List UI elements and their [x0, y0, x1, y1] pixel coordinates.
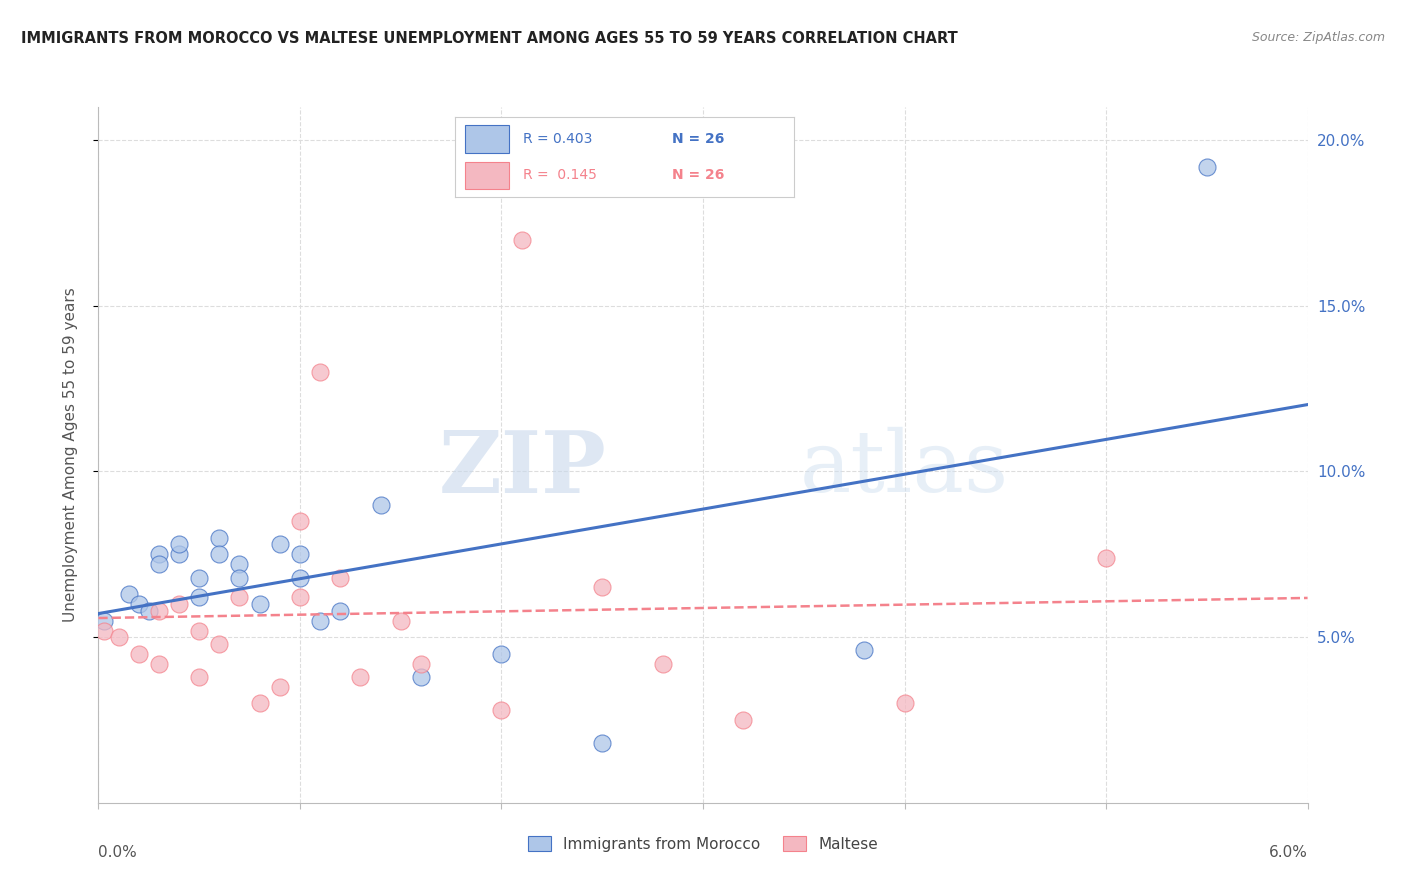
Point: [228, 558, 250, 572]
Point: [591, 736, 613, 750]
Point: [329, 570, 352, 584]
Text: Source: ZipAtlas.com: Source: ZipAtlas.com: [1251, 31, 1385, 45]
Point: [228, 570, 250, 584]
Point: [1195, 160, 1218, 174]
Point: [249, 597, 271, 611]
Point: [309, 365, 332, 379]
Point: [491, 703, 513, 717]
Point: [370, 498, 392, 512]
Point: [389, 614, 412, 628]
Point: [853, 643, 876, 657]
Point: [491, 647, 513, 661]
Point: [269, 680, 291, 694]
Text: IMMIGRANTS FROM MOROCCO VS MALTESE UNEMPLOYMENT AMONG AGES 55 TO 59 YEARS CORREL: IMMIGRANTS FROM MOROCCO VS MALTESE UNEMP…: [21, 31, 957, 46]
Point: [148, 657, 170, 671]
Point: [329, 604, 352, 618]
Point: [148, 604, 170, 618]
Point: [208, 637, 231, 651]
Point: [288, 514, 311, 528]
Point: [208, 531, 231, 545]
Text: 6.0%: 6.0%: [1268, 845, 1308, 860]
Point: [591, 581, 613, 595]
Point: [167, 537, 190, 551]
Point: [93, 624, 115, 638]
Point: [409, 670, 432, 684]
Text: 0.0%: 0.0%: [98, 845, 138, 860]
Point: [148, 547, 170, 561]
Point: [188, 591, 211, 605]
Point: [249, 697, 271, 711]
Point: [349, 670, 371, 684]
Point: [228, 591, 250, 605]
Point: [893, 697, 915, 711]
Point: [288, 570, 311, 584]
Point: [167, 597, 190, 611]
Point: [651, 657, 673, 671]
Point: [118, 587, 141, 601]
Point: [188, 624, 211, 638]
Point: [107, 630, 129, 644]
Point: [510, 233, 533, 247]
Point: [167, 547, 190, 561]
Point: [288, 591, 311, 605]
Y-axis label: Unemployment Among Ages 55 to 59 years: Unemployment Among Ages 55 to 59 years: [63, 287, 77, 623]
Point: [208, 547, 231, 561]
Point: [288, 547, 311, 561]
Point: [128, 597, 150, 611]
Point: [188, 570, 211, 584]
Point: [128, 647, 150, 661]
Point: [1095, 550, 1118, 565]
Text: atlas: atlas: [800, 427, 1010, 510]
Point: [188, 670, 211, 684]
Point: [733, 713, 755, 727]
Legend: Immigrants from Morocco, Maltese: Immigrants from Morocco, Maltese: [522, 830, 884, 858]
Point: [93, 614, 115, 628]
Point: [269, 537, 291, 551]
Point: [409, 657, 432, 671]
Point: [138, 604, 160, 618]
Point: [309, 614, 332, 628]
Text: ZIP: ZIP: [439, 427, 606, 511]
Point: [148, 558, 170, 572]
